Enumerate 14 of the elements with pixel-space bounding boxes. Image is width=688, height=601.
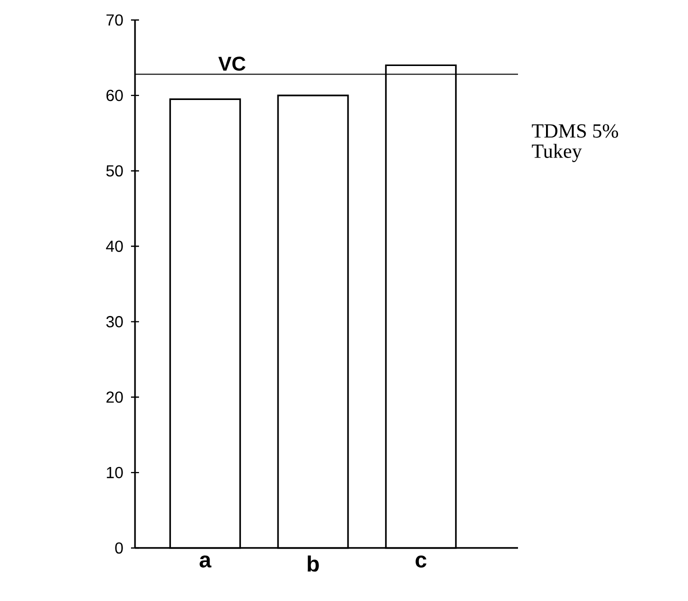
y-tick-label: 50 — [106, 165, 123, 177]
ref-line-label: VC — [218, 56, 246, 71]
y-tick-label: 20 — [106, 391, 123, 403]
y-tick-label: 0 — [115, 542, 123, 554]
x-tick-label: c — [416, 556, 426, 568]
y-tick-label: 10 — [106, 466, 123, 478]
y-tick-label: 60 — [106, 90, 123, 102]
y-tick-label: 40 — [106, 240, 123, 252]
y-tick-label: 70 — [106, 14, 123, 26]
x-tick-label: b — [308, 556, 319, 572]
text: TDMS 5% — [532, 124, 618, 138]
x-tick-label: a — [200, 556, 212, 568]
text: Tukey — [532, 144, 582, 162]
y-tick-label: 30 — [106, 316, 123, 328]
